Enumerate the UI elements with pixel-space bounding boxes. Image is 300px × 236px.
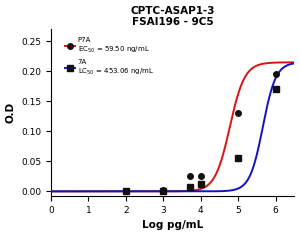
X-axis label: Log pg/mL: Log pg/mL [142, 220, 203, 230]
Legend: P7A
EC$_{50}$ = 59.50 ng/mL, 7A
LC$_{50}$ = 453.06 ng/mL: P7A EC$_{50}$ = 59.50 ng/mL, 7A LC$_{50}… [62, 34, 157, 79]
Title: CPTC-ASAP1-3
FSAI196 - 9C5: CPTC-ASAP1-3 FSAI196 - 9C5 [130, 6, 215, 27]
Y-axis label: O.D: O.D [6, 102, 16, 123]
